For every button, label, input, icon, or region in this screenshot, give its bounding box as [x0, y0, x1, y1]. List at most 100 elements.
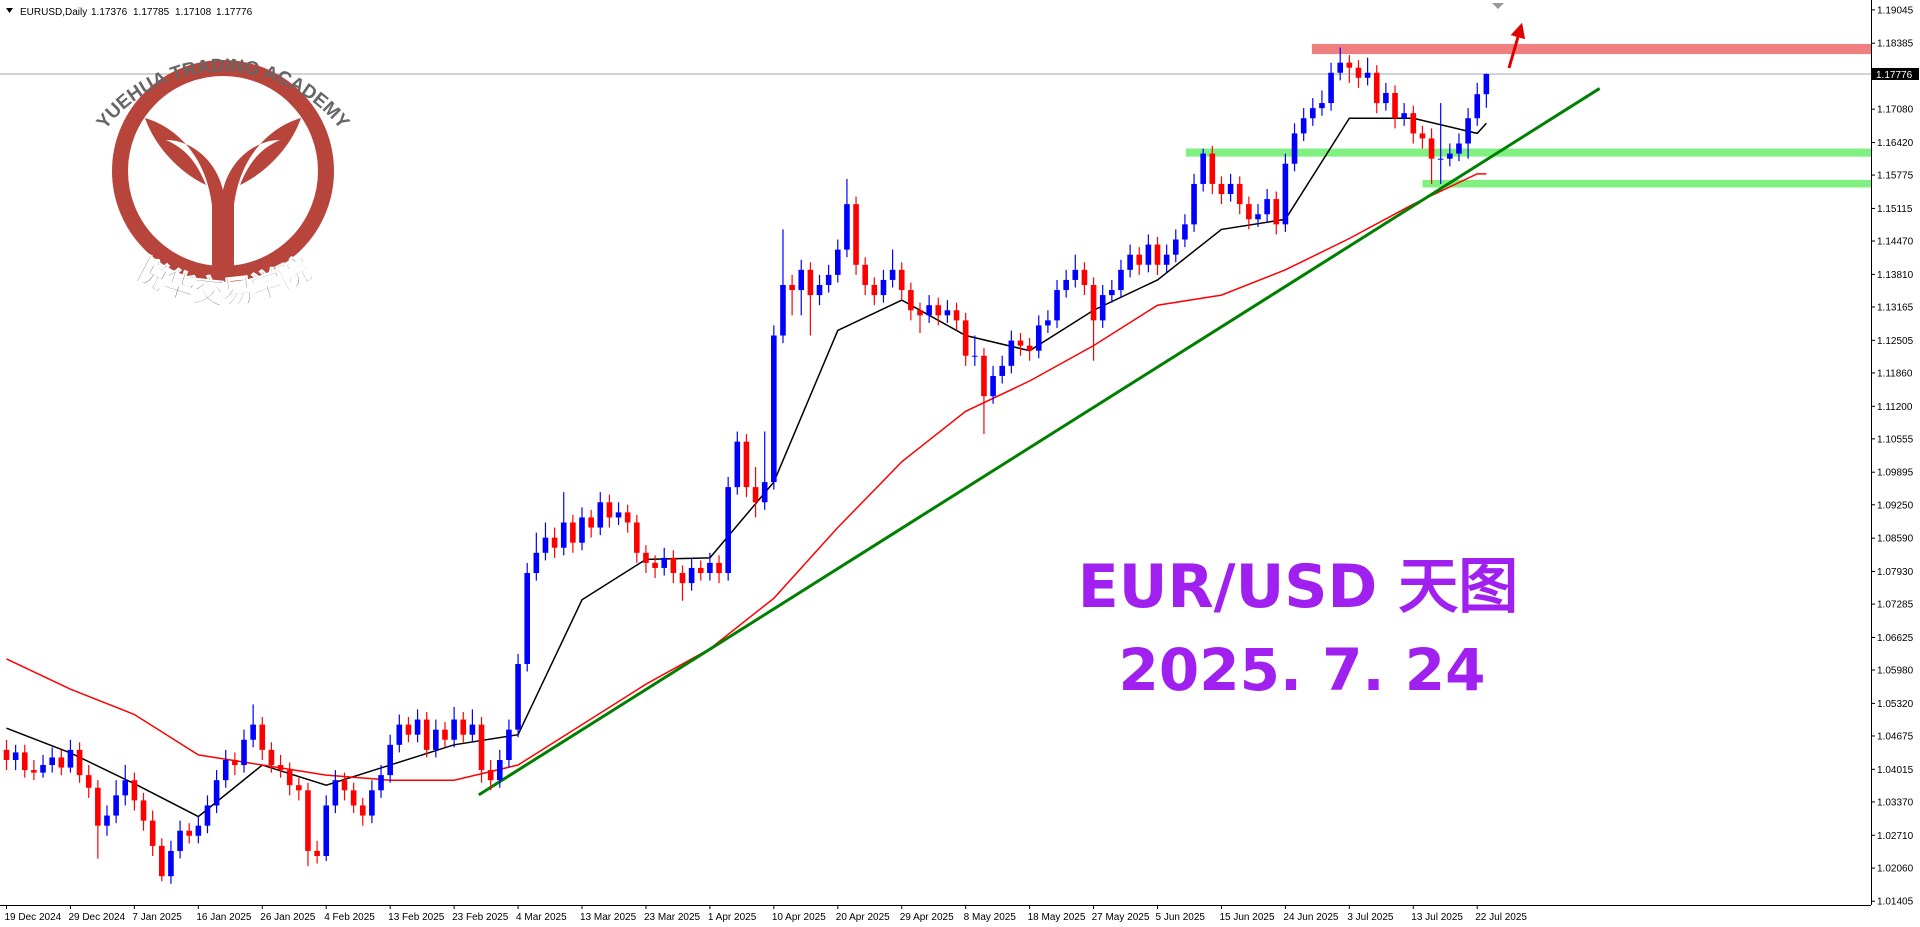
candle-body — [807, 269, 814, 296]
candle-body — [49, 757, 55, 766]
candle-body — [1346, 62, 1353, 68]
candle-body — [1273, 199, 1280, 225]
candle-body — [95, 787, 101, 826]
candle-body — [990, 375, 996, 397]
candle-body — [1154, 244, 1161, 265]
candle-body — [716, 562, 722, 574]
x-tick-label: 24 Jun 2025 — [1283, 912, 1338, 923]
candle-body — [670, 557, 677, 574]
candle-body — [1118, 269, 1124, 291]
candle-body — [1373, 72, 1380, 104]
y-tick-label: 1.11860 — [1877, 368, 1913, 379]
candle-body — [140, 800, 147, 821]
candle-body — [113, 795, 119, 816]
candle-body — [935, 305, 942, 316]
current-price-label: 1.17776 — [1876, 70, 1913, 81]
header-open: 1.17376 — [91, 7, 128, 18]
x-tick-label: 10 Apr 2025 — [772, 912, 826, 923]
candle-body — [780, 284, 786, 336]
candle-body — [579, 517, 585, 543]
candle-body — [506, 729, 512, 760]
x-tick-label: 26 Jan 2025 — [260, 912, 315, 923]
y-tick-label: 1.13165 — [1877, 302, 1914, 313]
candle-body — [1419, 133, 1426, 139]
candle-body — [542, 537, 549, 553]
candle-body — [734, 441, 741, 488]
y-tick-label: 1.12505 — [1877, 336, 1914, 347]
candle-body — [1026, 345, 1033, 351]
candle-body — [387, 744, 393, 776]
candle-body — [798, 269, 805, 291]
candle-body — [862, 264, 868, 285]
axes: 1.19045 1.18385 1.17080 1.16420 1.15775 1.151… — [5, 5, 1919, 923]
candle-body — [469, 724, 476, 735]
candle-body — [487, 770, 494, 781]
candle-body — [213, 780, 220, 806]
candle-body — [588, 517, 594, 528]
candle-body — [1054, 290, 1060, 321]
candle-body — [350, 790, 357, 806]
candle-body — [926, 305, 932, 316]
header-close: 1.17776 — [216, 7, 253, 18]
x-tick-label: 7 Jan 2025 — [132, 912, 182, 923]
trendline — [477, 87, 1601, 797]
candle-body — [771, 335, 777, 483]
candle-body — [652, 562, 658, 568]
candle-body — [1218, 183, 1225, 195]
candle-body — [1255, 214, 1261, 220]
candle-body — [761, 482, 768, 503]
candle-body — [889, 269, 896, 280]
candle-body — [423, 719, 430, 750]
candle-body — [1182, 224, 1188, 240]
logo: YUEHUA TRADING ACADEMY 悦华交易学院 — [93, 56, 354, 313]
y-tick-label: 1.05320 — [1877, 699, 1914, 710]
candle-body — [981, 355, 987, 397]
candle-body — [834, 249, 841, 275]
x-tick-label: 19 Dec 2024 — [5, 912, 62, 923]
candle-body — [1355, 67, 1362, 78]
candle-body — [1319, 103, 1325, 109]
candle-body — [405, 724, 412, 735]
candle-body — [1081, 269, 1088, 285]
x-tick-label: 23 Mar 2025 — [644, 912, 701, 923]
candle-body — [688, 567, 695, 584]
candle-body — [277, 765, 284, 771]
menu-triangle[interactable] — [6, 8, 13, 13]
x-tick-label: 3 Jul 2025 — [1347, 912, 1394, 923]
header-low: 1.17108 — [175, 7, 212, 18]
candle-body — [1328, 72, 1334, 104]
candle-body — [396, 724, 403, 745]
shift-marker — [1492, 3, 1504, 9]
y-tick-label: 1.13810 — [1877, 270, 1914, 281]
candle-body — [195, 825, 202, 836]
candle-body — [953, 310, 960, 321]
x-tick-label: 22 Jul 2025 — [1475, 912, 1527, 923]
candle-body — [1264, 199, 1270, 215]
candle-body — [1483, 73, 1490, 95]
candle-body — [1099, 295, 1106, 321]
candle-body — [615, 512, 622, 518]
candle-body — [1246, 204, 1252, 220]
candle-body — [58, 757, 65, 768]
candle-body — [1410, 113, 1417, 134]
candle-body — [40, 765, 46, 773]
candle-body — [1017, 340, 1024, 346]
candle-body — [844, 204, 850, 250]
candle-body — [305, 790, 311, 851]
zones — [1185, 43, 1871, 188]
candle-body — [1063, 279, 1069, 291]
candle-body — [496, 759, 503, 781]
candle-body — [515, 663, 521, 730]
candle-body — [177, 830, 183, 851]
candle-body — [1437, 158, 1444, 160]
candle-body — [725, 487, 731, 574]
annotation-title: EUR/USD 天图 — [1078, 552, 1518, 622]
candle-body — [624, 512, 631, 523]
x-tick-label: 27 May 2025 — [1092, 912, 1150, 923]
header-high: 1.17785 — [133, 7, 170, 18]
candle-body — [1383, 92, 1389, 104]
y-tick-label: 1.14470 — [1877, 237, 1914, 248]
y-tick-label: 1.16420 — [1877, 138, 1914, 149]
candle-body — [606, 502, 613, 518]
